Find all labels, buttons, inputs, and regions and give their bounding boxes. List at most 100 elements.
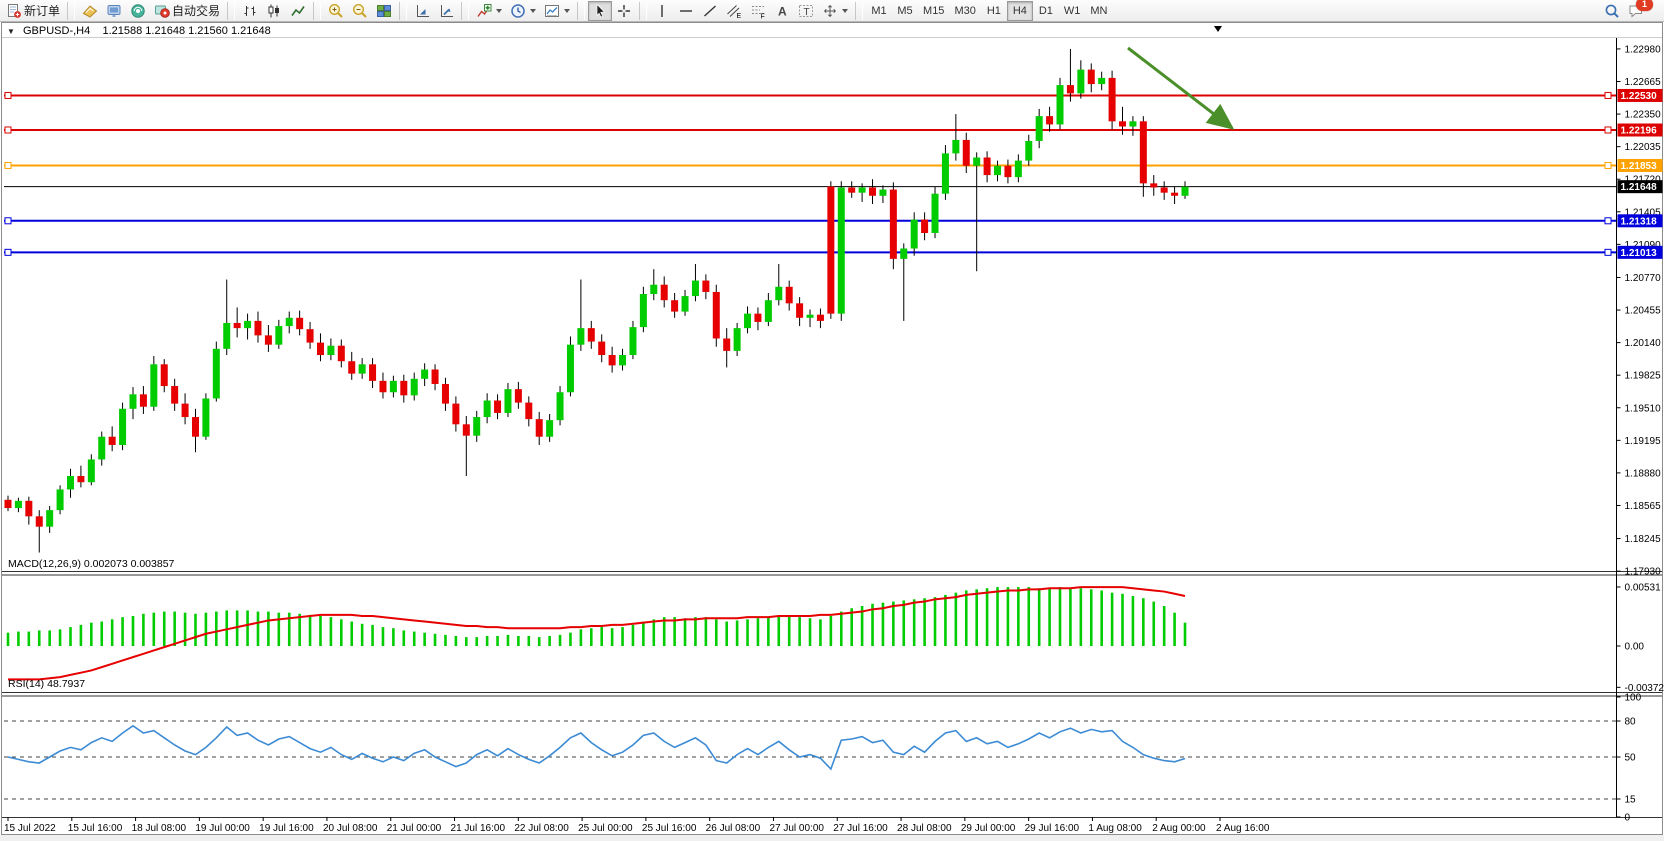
search-button[interactable] <box>1600 1 1624 21</box>
level-handle[interactable] <box>1604 248 1612 256</box>
time-axis[interactable]: 15 Jul 2022 15 Jul 16:00 18 Jul 08:00 19 Ju… <box>4 817 1270 834</box>
new-order-button-label: 新订单 <box>24 4 61 18</box>
level-handle[interactable] <box>4 217 12 225</box>
arrows-button[interactable] <box>818 1 852 21</box>
svg-text:0.00: 0.00 <box>1625 642 1645 653</box>
price-level-badge <box>1617 123 1663 137</box>
notifications-button[interactable]: 1 <box>1624 0 1653 21</box>
tile-windows-button[interactable] <box>372 1 396 21</box>
crosshair-icon <box>616 3 632 19</box>
timeframe-w1[interactable]: W1 <box>1059 1 1086 21</box>
chart-shift-marker[interactable] <box>1214 26 1222 32</box>
svg-text:1.22035: 1.22035 <box>1625 142 1662 153</box>
chevron-down-icon[interactable]: ▼ <box>7 27 15 36</box>
svg-text:25 Jul 16:00: 25 Jul 16:00 <box>642 823 697 834</box>
candlestick-chart-button[interactable] <box>262 1 286 21</box>
svg-text:21 Jul 00:00: 21 Jul 00:00 <box>387 823 442 834</box>
text-button[interactable]: A <box>770 1 794 21</box>
zoom-in-button[interactable] <box>324 1 348 21</box>
data-window-icon <box>106 3 122 19</box>
chart-shift-icon <box>438 3 454 19</box>
svg-text:2 Aug 16:00: 2 Aug 16:00 <box>1216 823 1270 834</box>
level-handle[interactable] <box>1604 126 1612 134</box>
timeframe-d1[interactable]: D1 <box>1033 1 1059 21</box>
dropdown-caret-icon[interactable] <box>530 8 537 13</box>
dropdown-caret-icon[interactable] <box>842 8 849 13</box>
timeframe-m5[interactable]: M5 <box>892 1 918 21</box>
timeframe-mn[interactable]: MN <box>1085 1 1112 21</box>
level-handle[interactable] <box>1604 91 1612 99</box>
dropdown-caret-icon[interactable] <box>564 8 571 13</box>
fibonacci-button[interactable]: F <box>746 1 770 21</box>
timeframe-h1[interactable]: H1 <box>981 1 1007 21</box>
svg-text:1.22665: 1.22665 <box>1625 77 1662 88</box>
bar-chart-button[interactable] <box>238 1 262 21</box>
price-level-badge <box>1617 214 1663 228</box>
price-level-badge <box>1617 158 1663 172</box>
notification-count-badge: 1 <box>1636 0 1653 11</box>
add-indicator-button[interactable] <box>472 1 506 21</box>
signals-icon <box>130 3 146 19</box>
toolbar-separator <box>577 1 586 20</box>
svg-text:29 Jul 16:00: 29 Jul 16:00 <box>1025 823 1080 834</box>
periods-button[interactable] <box>506 1 540 21</box>
toolbar-separator <box>227 1 236 20</box>
trendline-button[interactable] <box>698 1 722 21</box>
auto-arrange-button[interactable] <box>410 1 434 21</box>
rsi-indicator-label: RSI(14) 48.7937 <box>8 678 86 690</box>
candlestick-chart-icon <box>266 3 282 19</box>
timeframe-h4[interactable]: H4 <box>1006 0 1033 21</box>
cursor-button[interactable] <box>588 0 613 21</box>
data-window-button[interactable] <box>102 1 126 21</box>
svg-text:0: 0 <box>1625 813 1631 824</box>
svg-text:28 Jul 08:00: 28 Jul 08:00 <box>897 823 952 834</box>
horizontal-line-icon <box>678 3 694 19</box>
svg-text:27 Jul 16:00: 27 Jul 16:00 <box>833 823 888 834</box>
trend-arrow-annotation[interactable] <box>1127 46 1235 130</box>
vertical-line-icon <box>654 3 670 19</box>
new-order-button[interactable]: 新订单 <box>2 1 64 21</box>
svg-text:A: A <box>778 4 787 18</box>
svg-text:1.22350: 1.22350 <box>1625 110 1662 121</box>
timeframe-m30[interactable]: M30 <box>949 1 980 21</box>
vertical-line-button[interactable] <box>650 1 674 21</box>
signals-button[interactable] <box>126 1 150 21</box>
horizontal-line-button[interactable] <box>674 1 698 21</box>
timeframe-m15[interactable]: M15 <box>918 1 949 21</box>
chart-shift-button[interactable] <box>434 1 458 21</box>
svg-text:1.21405: 1.21405 <box>1625 207 1662 218</box>
level-handle[interactable] <box>4 91 12 99</box>
svg-text:1.17930: 1.17930 <box>1625 567 1662 578</box>
svg-text:20 Jul 08:00: 20 Jul 08:00 <box>323 823 378 834</box>
level-handle[interactable] <box>4 126 12 134</box>
line-chart-icon <box>290 3 306 19</box>
svg-text:15: 15 <box>1625 795 1637 806</box>
autotrading-icon <box>154 3 170 19</box>
dropdown-caret-icon[interactable] <box>496 8 503 13</box>
toolbar-separator <box>67 1 76 20</box>
level-handle[interactable] <box>4 161 12 169</box>
level-handle[interactable] <box>1604 161 1612 169</box>
svg-text:1 Aug 08:00: 1 Aug 08:00 <box>1088 823 1142 834</box>
market-watch-button[interactable] <box>78 1 102 21</box>
text-label-button[interactable]: T <box>794 1 818 21</box>
macd-signal-line <box>8 586 1186 681</box>
periods-icon <box>510 3 526 19</box>
arrows-icon <box>822 3 838 19</box>
zoom-out-icon <box>352 3 368 19</box>
line-chart-button[interactable] <box>286 1 310 21</box>
zoom-out-button[interactable] <box>348 1 372 21</box>
crosshair-button[interactable] <box>612 1 636 21</box>
autotrading-button[interactable]: 自动交易 <box>150 1 224 21</box>
svg-text:1.21853: 1.21853 <box>1621 161 1658 172</box>
new-order-icon <box>6 3 22 19</box>
svg-text:2 Aug 00:00: 2 Aug 00:00 <box>1152 823 1206 834</box>
templates-button[interactable] <box>540 1 574 21</box>
market-watch-icon <box>82 3 98 19</box>
svg-text:19 Jul 00:00: 19 Jul 00:00 <box>195 823 250 834</box>
equidistant-channel-button[interactable]: E <box>722 1 746 21</box>
svg-text:1.22980: 1.22980 <box>1625 44 1662 55</box>
level-handle[interactable] <box>1604 217 1612 225</box>
timeframe-m1[interactable]: M1 <box>866 1 892 21</box>
level-handle[interactable] <box>4 248 12 256</box>
